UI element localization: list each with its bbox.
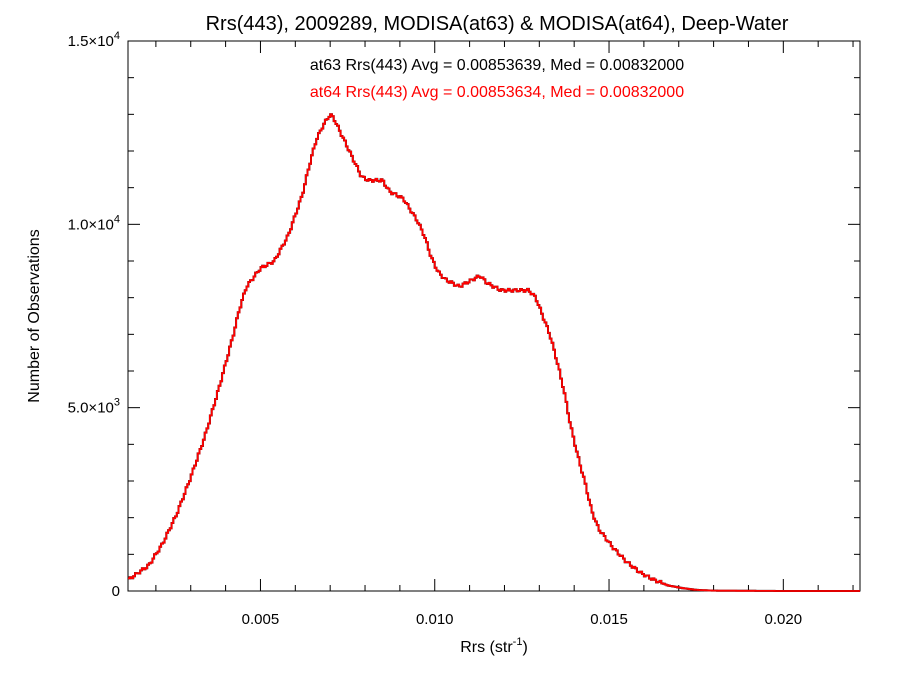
y-tick-mantissa: 1.5×10 — [68, 33, 114, 50]
x-axis-label-base: Rrs (str — [460, 639, 513, 656]
x-axis-label: Rrs (str-1) — [460, 636, 528, 656]
x-tick-label: 0.010 — [416, 611, 454, 628]
series-at64-line — [128, 113, 860, 592]
chart-title: Rrs(443), 2009289, MODISA(at63) & MODISA… — [206, 13, 789, 35]
series-at63-line — [128, 113, 860, 592]
y-tick-mantissa: 5.0×10 — [68, 400, 114, 417]
annotation-1: at63 Rrs(443) Avg = 0.00853639, Med = 0.… — [310, 57, 684, 74]
plot-frame — [127, 40, 861, 592]
x-tick-label: 0.005 — [242, 611, 280, 628]
y-axis-label: Number of Observations — [26, 229, 43, 402]
x-axis-label-tail: ) — [522, 639, 527, 656]
y-tick-label: 1.0×104 — [68, 213, 120, 233]
annotation-2: at64 Rrs(443) Avg = 0.00853634, Med = 0.… — [310, 84, 684, 101]
y-tick-label: 5.0×103 — [68, 397, 120, 417]
annotations: at63 Rrs(443) Avg = 0.00853639, Med = 0.… — [310, 57, 684, 101]
y-tick-exponent: 3 — [114, 397, 120, 409]
x-tick-label: 0.020 — [765, 611, 803, 628]
x-axis: 0.005 0.010 0.015 0.020 — [155, 41, 854, 628]
series-layer — [128, 113, 860, 592]
x-tick-label: 0.015 — [590, 611, 628, 628]
y-tick-exponent: 4 — [114, 213, 120, 225]
y-tick-label: 0 — [112, 583, 120, 600]
y-tick-exponent: 4 — [114, 30, 120, 42]
y-tick-mantissa: 0 — [112, 583, 120, 600]
x-axis-label-sup: -1 — [513, 636, 523, 648]
y-tick-label: 1.5×104 — [68, 30, 120, 50]
y-tick-mantissa: 1.0×10 — [68, 216, 114, 233]
